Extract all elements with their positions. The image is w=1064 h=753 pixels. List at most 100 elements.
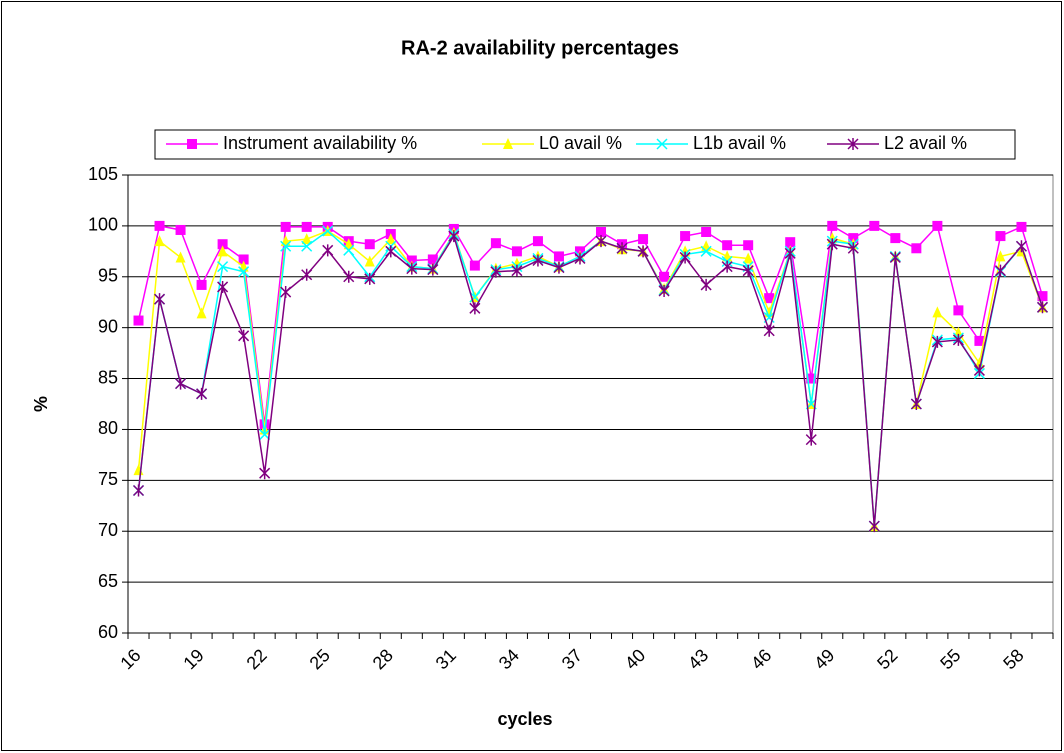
marker (1036, 301, 1049, 314)
marker (175, 377, 187, 390)
marker (406, 255, 417, 266)
marker (343, 270, 355, 283)
marker (974, 335, 985, 346)
y-tick-label: 60 (98, 622, 118, 642)
marker (364, 272, 376, 285)
marker (847, 138, 859, 150)
marker (427, 263, 439, 276)
marker (763, 324, 775, 337)
marker (217, 245, 228, 257)
y-tick-label: 65 (98, 571, 118, 591)
marker (994, 264, 1006, 277)
marker (743, 252, 754, 264)
marker (868, 520, 880, 533)
marker (469, 302, 481, 315)
marker (511, 264, 523, 277)
marker (364, 255, 375, 267)
marker (385, 233, 396, 245)
x-axis-label: cycles (497, 709, 552, 729)
marker (659, 271, 670, 282)
marker (827, 232, 838, 244)
y-tick-label: 105 (88, 164, 118, 184)
marker (301, 268, 313, 281)
marker (154, 235, 165, 247)
marker (196, 279, 207, 290)
marker (490, 238, 501, 249)
y-tick-label: 80 (98, 418, 118, 438)
marker (805, 433, 817, 446)
marker (322, 225, 334, 237)
marker (847, 242, 859, 255)
marker (1015, 240, 1028, 253)
marker (1037, 291, 1048, 302)
marker (743, 240, 754, 251)
marker (595, 235, 607, 248)
marker (553, 251, 564, 262)
marker (680, 231, 691, 242)
marker (503, 138, 513, 149)
marker (511, 246, 522, 257)
legend-label: L1b avail % (693, 133, 786, 153)
marker (806, 373, 817, 384)
marker (490, 265, 502, 278)
marker (238, 254, 249, 265)
marker (827, 220, 838, 231)
marker (187, 139, 197, 149)
marker (574, 252, 586, 265)
marker (364, 239, 375, 250)
marker (175, 224, 186, 235)
marker (448, 230, 460, 243)
y-tick-label: 90 (98, 316, 118, 336)
y-tick-label: 85 (98, 367, 118, 387)
marker (826, 238, 838, 251)
marker (427, 254, 438, 265)
marker (952, 333, 964, 346)
marker (722, 240, 733, 251)
legend-label: L2 avail % (884, 133, 967, 153)
marker (932, 306, 943, 318)
marker (532, 254, 544, 267)
marker (343, 244, 355, 256)
marker (656, 138, 668, 150)
marker (700, 245, 712, 257)
marker (217, 239, 228, 250)
marker (616, 242, 628, 255)
marker (553, 261, 565, 274)
marker (848, 233, 859, 244)
marker (911, 243, 922, 254)
marker (721, 260, 733, 273)
y-tick-label: 100 (88, 215, 118, 235)
marker (154, 293, 166, 306)
marker (280, 240, 292, 252)
marker (259, 467, 271, 480)
marker (764, 293, 775, 304)
marker (280, 286, 292, 299)
marker (343, 238, 354, 250)
marker (469, 260, 480, 271)
marker (679, 251, 691, 264)
marker (238, 329, 250, 342)
y-tick-label: 95 (98, 266, 118, 286)
marker (637, 245, 649, 258)
marker (133, 315, 144, 326)
marker (280, 221, 291, 232)
legend-label: L0 avail % (539, 133, 622, 153)
marker (469, 291, 481, 303)
marker (742, 264, 754, 277)
marker (890, 233, 901, 244)
marker (953, 305, 964, 316)
marker (889, 251, 901, 264)
marker (931, 335, 943, 348)
marker (869, 220, 880, 231)
marker (596, 226, 607, 237)
y-tick-label: 75 (98, 469, 118, 489)
marker (154, 220, 165, 231)
marker (217, 261, 229, 273)
marker (658, 285, 670, 298)
marker (259, 429, 271, 441)
marker (196, 307, 207, 319)
marker (638, 234, 649, 245)
marker (301, 221, 312, 232)
marker (995, 231, 1006, 242)
marker (785, 237, 796, 248)
